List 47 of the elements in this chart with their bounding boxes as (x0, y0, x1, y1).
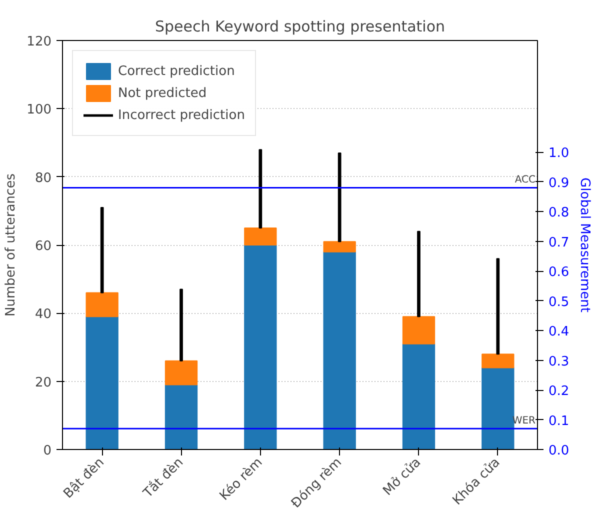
bar (323, 241, 356, 252)
y2-tick-label: 1.0 (548, 146, 570, 162)
y-tick-label: 40 (34, 307, 52, 322)
bar (482, 354, 514, 368)
y-tick-label: 20 (34, 375, 52, 390)
y2-tick-label: 0.3 (548, 354, 570, 370)
bar (338, 152, 342, 242)
y2-tick-label: 0.1 (548, 414, 570, 429)
bar (482, 367, 514, 450)
chart-title: Speech Keyword spotting presentation (154, 18, 446, 36)
bar (86, 316, 118, 450)
bar (417, 230, 420, 318)
bar (323, 251, 356, 450)
bar (496, 258, 500, 355)
bar (164, 384, 198, 450)
bar (180, 288, 183, 362)
x-tick-label: Bật đèn (60, 455, 108, 502)
y2-tick-label: 0.7 (548, 235, 570, 250)
bar (402, 316, 436, 344)
bar (258, 149, 262, 228)
y2-tick-label: 0.6 (548, 265, 570, 280)
x-tick-label: Tắt đèn (139, 454, 187, 502)
bar (244, 227, 277, 246)
y2-tick-label: 0.2 (548, 384, 570, 400)
y-tick-label: 0 (43, 444, 52, 458)
y-tick-label: 120 (26, 34, 52, 50)
y2-tick-label: 0.5 (548, 294, 570, 310)
bar (402, 343, 436, 450)
y-tick-label: 100 (26, 102, 52, 118)
legend-label: Incorrect prediction (118, 108, 245, 122)
x-tick-label: Mở cửa (380, 455, 424, 499)
y2-tick-label: 0.9 (548, 176, 570, 191)
ref-line-label: ACC (514, 174, 536, 186)
y2-tick-label: 0.0 (548, 444, 570, 458)
bar (100, 207, 104, 294)
y-tick-label: 80 (34, 170, 52, 186)
legend-label: Not predicted (118, 86, 207, 100)
y-axis-title: Number of utterances (4, 173, 19, 316)
bar (164, 360, 198, 386)
bar (244, 244, 277, 450)
y2-tick-label: 0.8 (548, 206, 570, 221)
legend-label: Correct prediction (118, 64, 235, 78)
y2-tick-label: 0.4 (548, 324, 570, 340)
bar (86, 292, 118, 318)
y2-axis-title: Global Measurement (577, 178, 592, 312)
x-tick-label: Kéo rèm (217, 455, 266, 504)
y-tick-label: 60 (34, 239, 52, 254)
